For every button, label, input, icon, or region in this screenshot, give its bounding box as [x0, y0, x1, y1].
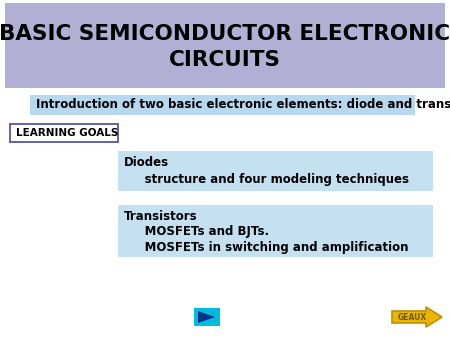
FancyBboxPatch shape	[118, 151, 433, 191]
Polygon shape	[198, 311, 215, 323]
Text: MOSFETs in switching and amplification: MOSFETs in switching and amplification	[124, 241, 409, 255]
Text: GEAUX: GEAUX	[397, 313, 427, 321]
FancyBboxPatch shape	[30, 95, 415, 115]
Text: BASIC SEMICONDUCTOR ELECTRONIC
CIRCUITS: BASIC SEMICONDUCTOR ELECTRONIC CIRCUITS	[0, 24, 450, 70]
Text: Diodes: Diodes	[124, 156, 169, 169]
FancyBboxPatch shape	[118, 205, 433, 257]
Text: Transistors: Transistors	[124, 211, 198, 223]
Text: MOSFETs and BJTs.: MOSFETs and BJTs.	[124, 225, 269, 239]
Text: Introduction of two basic electronic elements: diode and transistor: Introduction of two basic electronic ele…	[36, 98, 450, 112]
FancyBboxPatch shape	[5, 3, 445, 88]
FancyBboxPatch shape	[10, 124, 118, 142]
FancyBboxPatch shape	[194, 308, 220, 326]
Text: structure and four modeling techniques: structure and four modeling techniques	[124, 173, 409, 187]
Text: LEARNING GOALS: LEARNING GOALS	[16, 128, 118, 138]
Polygon shape	[392, 307, 442, 327]
